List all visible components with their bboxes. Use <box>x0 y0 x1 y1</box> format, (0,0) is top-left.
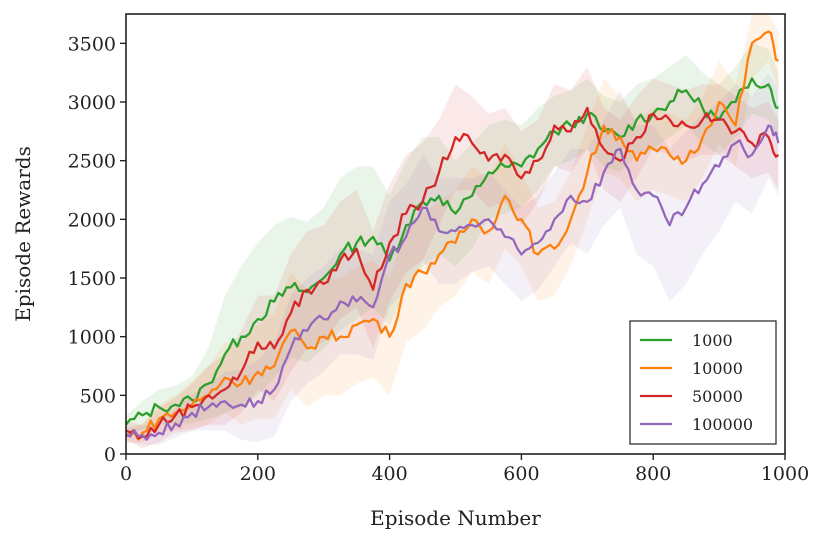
legend: 1000 10000 50000 100000 <box>629 320 777 445</box>
y-tick-label-2500: 2500 <box>68 151 116 173</box>
x-tick-label-200: 200 <box>240 463 276 485</box>
line-series-1000 <box>125 77 779 426</box>
plot-frame <box>125 13 786 455</box>
line-series-100000 <box>125 124 780 441</box>
legend-label-10000: 10000 <box>692 359 743 378</box>
y-tick-label-0: 0 <box>104 444 116 466</box>
x-tick-label-1000: 1000 <box>761 463 809 485</box>
band-series-1000 <box>126 43 779 435</box>
y-tick-label-1500: 1500 <box>68 268 116 290</box>
series-lines <box>125 30 780 441</box>
band-series-10000 <box>126 14 779 444</box>
legend-label-1000: 1000 <box>692 331 733 350</box>
x-tick-label-800: 800 <box>635 463 671 485</box>
y-axis-ticks: 0 500 1000 1500 2000 2500 3000 3500 <box>68 33 126 466</box>
y-tick-label-3000: 3000 <box>68 92 116 114</box>
legend-label-50000: 50000 <box>692 387 743 406</box>
y-tick-label-1000: 1000 <box>68 327 116 349</box>
x-tick-label-0: 0 <box>120 463 132 485</box>
y-tick-label-500: 500 <box>80 385 116 407</box>
line-series-50000 <box>125 106 780 440</box>
x-axis-ticks: 0 200 400 600 800 1000 <box>120 454 809 485</box>
x-axis-label: Episode Number <box>370 506 541 530</box>
legend-label-100000: 100000 <box>692 415 753 434</box>
line-series-10000 <box>125 30 779 441</box>
y-tick-label-3500: 3500 <box>68 33 116 55</box>
y-axis-label: Episode Rewards <box>11 146 35 322</box>
x-tick-label-400: 400 <box>371 463 407 485</box>
x-tick-label-600: 600 <box>503 463 539 485</box>
y-tick-label-2000: 2000 <box>68 209 116 231</box>
